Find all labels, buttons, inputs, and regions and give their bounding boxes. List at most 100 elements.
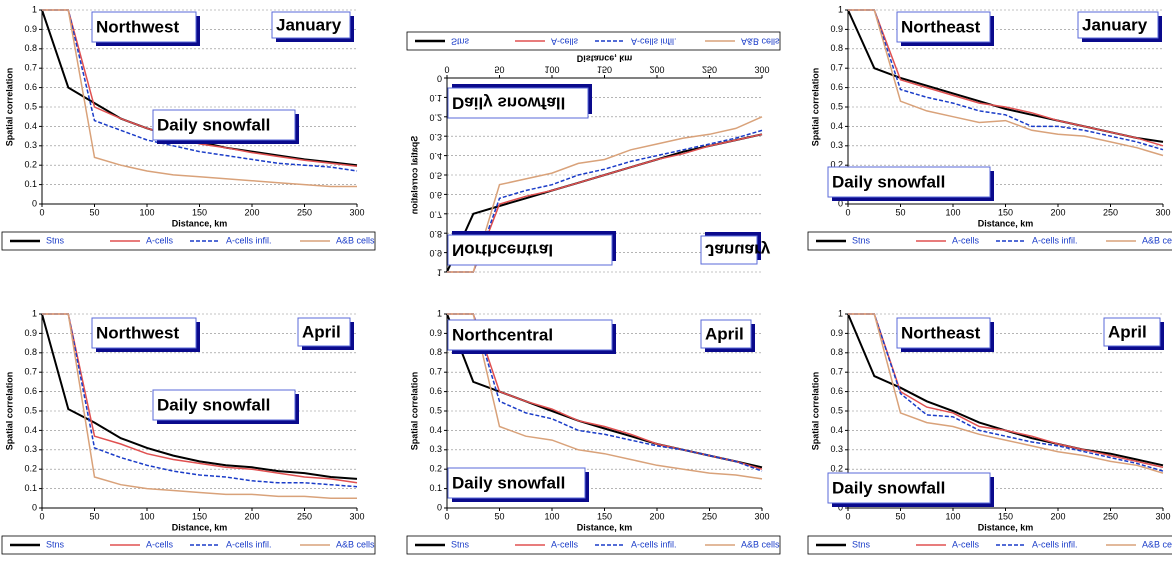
y-tick-label: 0.9 (24, 24, 37, 34)
series-line (42, 9, 357, 188)
x-tick-label: 300 (349, 207, 364, 217)
y-tick-label: 0.4 (830, 121, 843, 131)
y-axis-label: Spatial correlation (409, 136, 419, 215)
label-box (1103, 317, 1161, 347)
legend-label: A-cells (146, 235, 174, 245)
label-box (827, 166, 991, 198)
y-axis-label: Spatial correlation (4, 68, 14, 147)
series-line (848, 313, 1164, 472)
region-label: Northwest (96, 323, 179, 342)
region-label: Northcentral (452, 241, 553, 260)
legend-label: A-cells infil. (631, 539, 677, 549)
annotation-label: Daily snowfall (157, 115, 270, 134)
y-tick-label: 0.6 (429, 386, 442, 396)
y-tick-label: 0.8 (830, 43, 843, 53)
month-label: January (276, 15, 342, 34)
month-label: April (302, 322, 341, 341)
label-box (447, 319, 613, 351)
legend-label: A&B cells (741, 37, 780, 47)
y-tick-label: 0.4 (429, 151, 442, 161)
y-tick-label: 0.9 (429, 248, 442, 258)
x-tick-label: 50 (89, 207, 99, 217)
legend-label: A-cells infil. (1032, 235, 1078, 245)
x-tick-label: 50 (895, 511, 905, 521)
month-label: April (705, 324, 744, 343)
y-tick-label: 0.6 (830, 386, 843, 396)
legend-box (406, 31, 781, 51)
x-tick-label: 200 (1050, 511, 1065, 521)
y-tick-label: 0 (32, 502, 37, 512)
x-axis-label: Distance, km (172, 522, 228, 532)
y-tick-label: 1 (437, 268, 442, 278)
legend-label: A-cells infil. (226, 235, 272, 245)
y-tick-label: 1 (32, 4, 37, 14)
series-line (447, 129, 763, 273)
chart-panel: 0 0.1 0.2 0.3 0.4 0.5 0.6 0.7 0.8 0.9 1 0 50 100 150 20… (1, 4, 376, 251)
x-tick-label: 200 (244, 207, 259, 217)
y-tick-label: 0 (32, 198, 37, 208)
x-tick-label: 300 (754, 511, 769, 521)
label-box (271, 11, 351, 39)
y-tick-label: 0.2 (429, 112, 442, 122)
legend-label: A-cells (551, 37, 579, 47)
series-line (41, 313, 358, 480)
y-tick-label: 0.2 (830, 160, 843, 170)
x-tick-label: 150 (597, 65, 612, 75)
legend-box (807, 535, 1172, 555)
y-tick-label: 0.3 (830, 140, 843, 150)
y-tick-label: 0.1 (24, 483, 37, 493)
x-tick-label: 300 (1155, 207, 1170, 217)
x-tick-label: 200 (649, 511, 664, 521)
y-tick-label: 0.8 (24, 43, 37, 53)
label-box (700, 235, 758, 265)
series-line (42, 313, 357, 500)
y-tick-label: 0.1 (429, 93, 442, 103)
y-tick-label: 0.3 (429, 444, 442, 454)
x-tick-label: 50 (89, 511, 99, 521)
x-tick-label: 300 (1155, 511, 1170, 521)
annotation-label: Daily snowfall (452, 473, 565, 492)
series-line (42, 9, 358, 172)
y-tick-label: 0.3 (429, 132, 442, 142)
x-tick-label: 300 (754, 65, 769, 75)
legend-label: A-cells infil. (631, 37, 677, 47)
y-tick-label: 0.6 (24, 82, 37, 92)
series-line (848, 9, 1164, 147)
y-tick-label: 0.9 (24, 328, 37, 338)
x-tick-label: 250 (297, 511, 312, 521)
legend-label: Stns (852, 235, 871, 245)
x-tick-label: 0 (39, 207, 44, 217)
x-tick-label: 150 (998, 511, 1013, 521)
y-tick-label: 0.2 (24, 464, 37, 474)
y-tick-label: 0.8 (24, 347, 37, 357)
y-tick-label: 0.6 (24, 386, 37, 396)
x-tick-label: 150 (998, 207, 1013, 217)
series-line (42, 313, 358, 488)
x-tick-label: 250 (297, 207, 312, 217)
legend-box (1, 535, 376, 555)
x-tick-label: 200 (1050, 207, 1065, 217)
x-tick-label: 250 (702, 511, 717, 521)
series-line (447, 133, 763, 273)
y-tick-label: 0.4 (24, 425, 37, 435)
y-tick-label: 0 (437, 74, 442, 84)
legend-label: Stns (451, 539, 470, 549)
x-tick-label: 300 (349, 511, 364, 521)
y-tick-label: 0.7 (830, 63, 843, 73)
legend-label: A&B cells (1142, 539, 1172, 549)
legend-label: A&B cells (336, 539, 375, 549)
x-tick-label: 250 (1103, 207, 1118, 217)
y-tick-label: 0.6 (429, 190, 442, 200)
y-tick-label: 0.4 (24, 121, 37, 131)
x-axis-label: Distance, km (172, 218, 228, 228)
series-line (42, 313, 358, 484)
label-box (91, 317, 197, 349)
x-tick-label: 0 (845, 207, 850, 217)
y-tick-label: 0.8 (429, 229, 442, 239)
label-box (827, 472, 991, 504)
label-box (447, 234, 613, 266)
label-box (896, 11, 991, 43)
x-tick-label: 100 (544, 511, 559, 521)
label-box (447, 87, 589, 119)
y-tick-label: 0.5 (24, 405, 37, 415)
